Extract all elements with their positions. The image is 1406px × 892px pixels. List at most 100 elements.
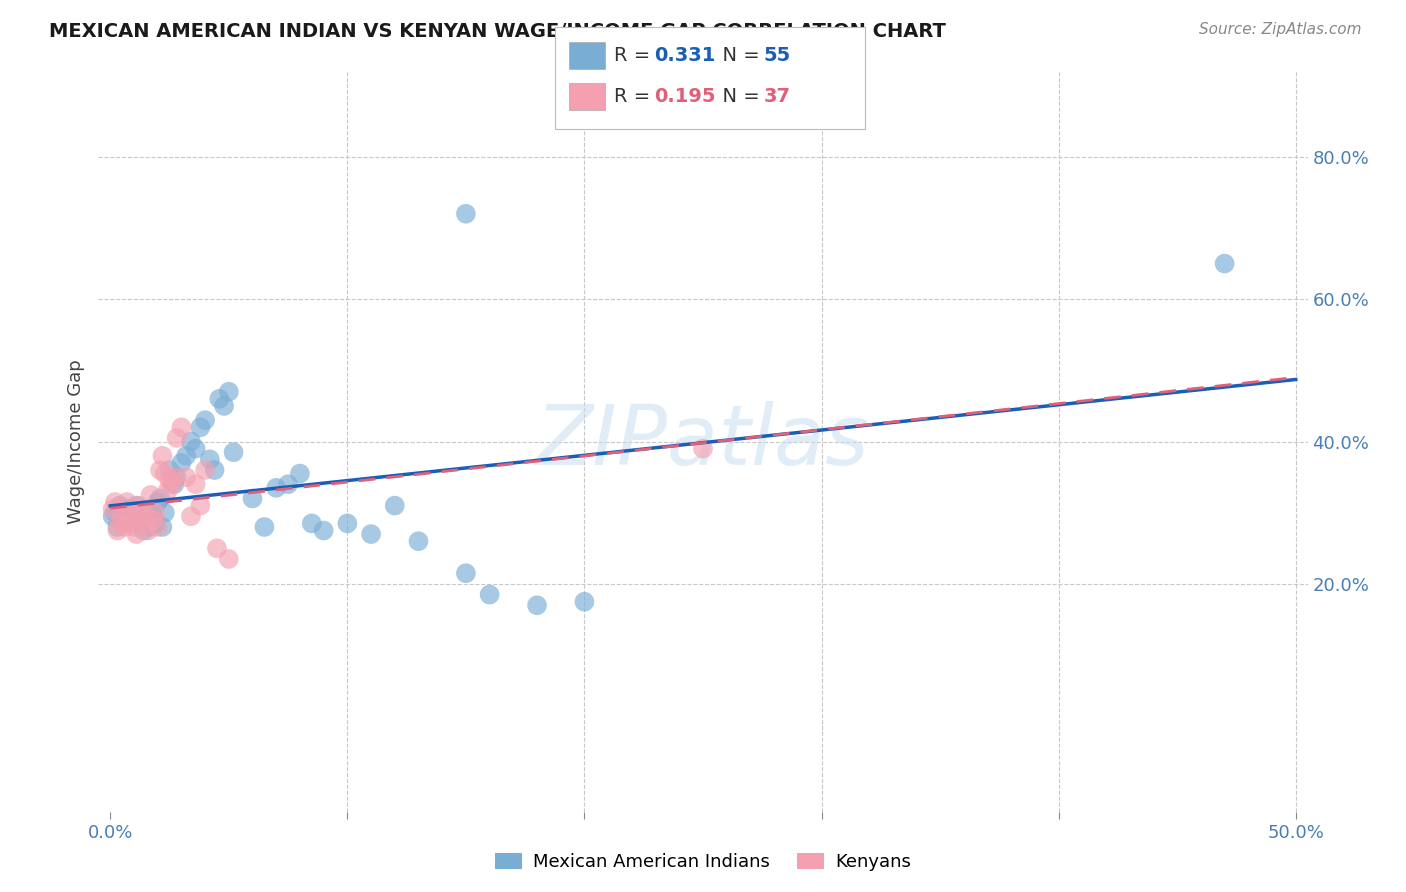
Point [180,509,202,524]
Point [149,463,172,477]
Point [152,449,174,463]
Point [132,506,155,520]
Point [143,506,166,520]
Point [166,470,188,484]
Point [105,524,128,538]
Point [184,477,207,491]
Point [159,463,181,477]
Point [190,420,212,434]
Point [125,499,148,513]
Point [114,509,136,524]
Point [122,520,145,534]
Point [146,520,169,534]
Point [288,467,311,481]
Point [218,552,240,566]
Point [143,516,166,531]
Point [111,516,134,531]
Text: 0.331: 0.331 [654,45,716,65]
Point [115,513,138,527]
Y-axis label: Wage/Income Gap: Wage/Income Gap [66,359,84,524]
Point [692,442,714,456]
Point [139,520,162,534]
Text: 0.195: 0.195 [654,87,716,106]
Point [301,516,323,531]
Text: MEXICAN AMERICAN INDIAN VS KENYAN WAGE/INCOME GAP CORRELATION CHART: MEXICAN AMERICAN INDIAN VS KENYAN WAGE/I… [49,22,946,41]
Point [253,520,276,534]
Point [136,506,159,520]
Point [128,499,150,513]
Point [142,513,165,527]
Point [174,470,197,484]
Text: 37: 37 [763,87,790,106]
Point [121,513,143,527]
Point [180,434,202,449]
Point [277,477,299,491]
Point [163,470,186,484]
Point [204,463,226,477]
Point [1213,256,1236,270]
Point [166,431,188,445]
Point [139,488,162,502]
Point [312,524,335,538]
Point [152,520,174,534]
Point [163,477,186,491]
Point [478,588,501,602]
Point [170,456,193,470]
Point [198,452,221,467]
Point [242,491,264,506]
Point [108,499,131,513]
Point [264,481,287,495]
Point [454,566,477,581]
Point [360,527,382,541]
Point [184,442,207,456]
Point [156,484,179,499]
Point [190,499,212,513]
Point [336,516,359,531]
Point [136,524,159,538]
Point [222,445,245,459]
Point [212,399,235,413]
Point [574,595,596,609]
Text: N =: N = [710,45,766,65]
Point [104,506,127,520]
Point [149,491,172,506]
Point [101,509,124,524]
Point [108,516,131,531]
Point [125,527,148,541]
Legend: Mexican American Indians, Kenyans: Mexican American Indians, Kenyans [488,846,918,879]
Point [101,502,124,516]
Point [170,420,193,434]
Point [135,513,157,527]
Text: ZIPatlas: ZIPatlas [536,401,870,482]
Point [129,509,152,524]
Point [408,534,430,549]
Point [194,413,217,427]
Point [159,474,181,488]
Point [454,207,477,221]
Text: Source: ZipAtlas.com: Source: ZipAtlas.com [1198,22,1361,37]
Point [114,520,136,534]
Point [121,516,143,531]
Point [132,524,155,538]
Point [128,509,150,524]
Point [153,506,176,520]
Point [118,502,141,516]
Point [129,516,152,531]
Point [118,506,141,520]
Point [384,499,406,513]
Point [111,509,134,524]
Point [526,599,548,613]
Point [160,477,183,491]
Point [205,541,228,556]
Text: N =: N = [710,87,766,106]
Point [135,516,157,531]
Point [174,449,197,463]
Text: 55: 55 [763,45,790,65]
Point [208,392,231,406]
Point [194,463,217,477]
Point [104,495,127,509]
Point [142,509,165,524]
Point [218,384,240,399]
Point [153,467,176,481]
Text: R =: R = [614,45,657,65]
